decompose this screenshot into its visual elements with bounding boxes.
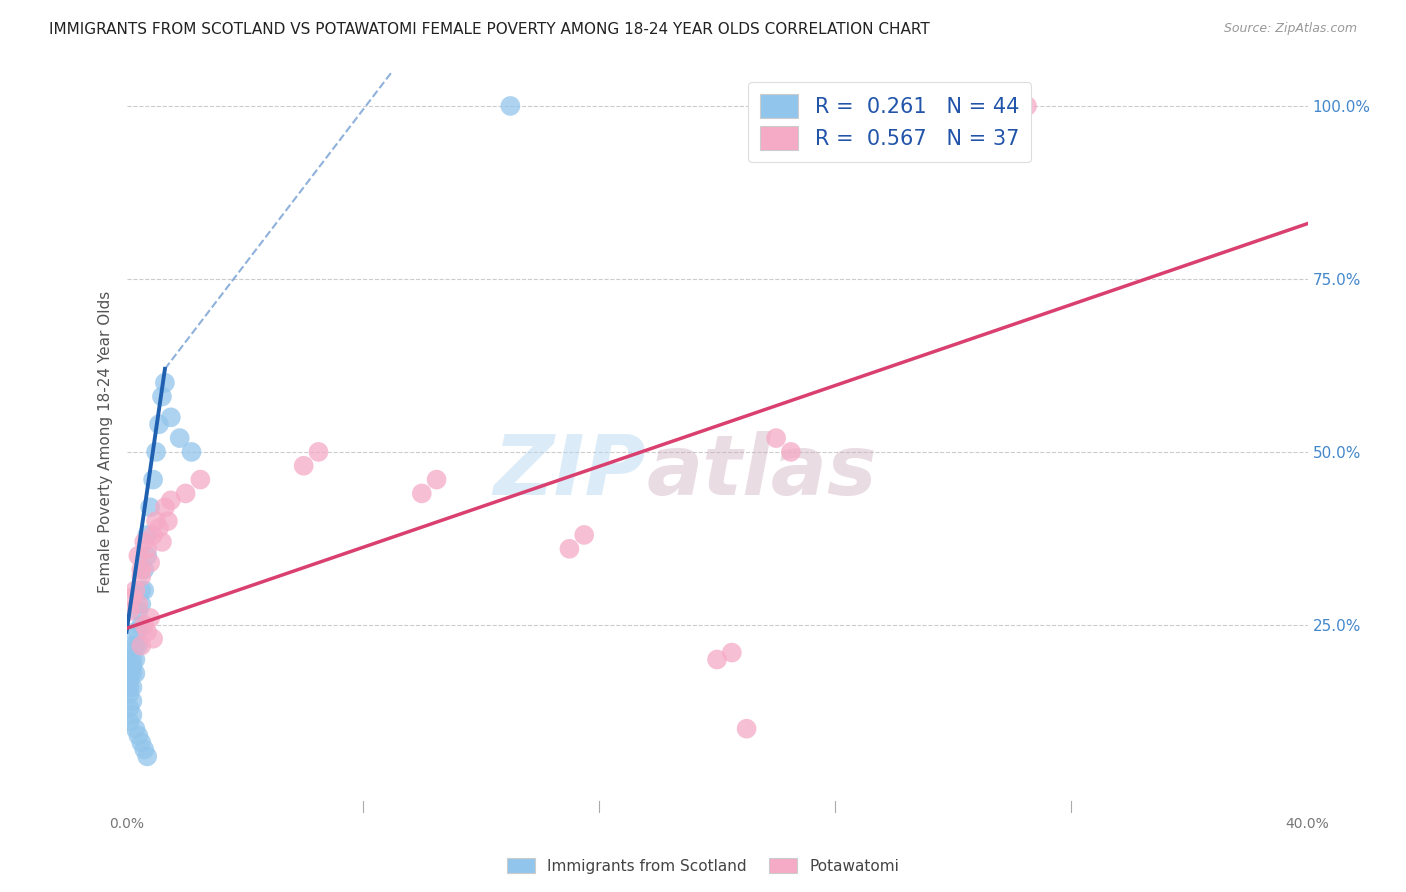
Point	[574, 528, 596, 542]
Point	[124, 583, 146, 598]
Point	[142, 632, 165, 646]
Point	[129, 569, 153, 583]
Point	[124, 639, 146, 653]
Point	[180, 445, 202, 459]
Point	[121, 666, 143, 681]
Point	[129, 618, 153, 632]
Point	[118, 666, 141, 681]
Point	[780, 445, 803, 459]
Point	[127, 549, 149, 563]
Point	[121, 591, 143, 605]
Legend: R =  0.261   N = 44, R =  0.567   N = 37: R = 0.261 N = 44, R = 0.567 N = 37	[748, 82, 1032, 162]
Point	[706, 652, 728, 666]
Point	[150, 534, 173, 549]
Point	[118, 652, 141, 666]
Point	[136, 749, 159, 764]
Point	[139, 611, 162, 625]
Point	[121, 707, 143, 722]
Point	[308, 445, 330, 459]
Text: ZIP: ZIP	[494, 431, 647, 512]
Point	[127, 639, 149, 653]
Y-axis label: Female Poverty Among 18-24 Year Olds: Female Poverty Among 18-24 Year Olds	[98, 291, 114, 592]
Point	[118, 687, 141, 701]
Point	[118, 701, 141, 715]
Point	[129, 583, 153, 598]
Point	[124, 624, 146, 639]
Point	[129, 735, 153, 749]
Point	[142, 528, 165, 542]
Point	[720, 646, 742, 660]
Text: atlas: atlas	[647, 431, 877, 512]
Point	[735, 722, 758, 736]
Point	[134, 742, 156, 756]
Point	[136, 541, 159, 556]
Point	[121, 639, 143, 653]
Point	[118, 680, 141, 694]
Point	[499, 99, 522, 113]
Point	[121, 680, 143, 694]
Point	[136, 624, 159, 639]
Point	[124, 652, 146, 666]
Point	[121, 659, 143, 673]
Point	[134, 563, 156, 577]
Point	[129, 597, 153, 611]
Point	[134, 534, 156, 549]
Point	[139, 556, 162, 570]
Point	[127, 729, 149, 743]
Point	[134, 583, 156, 598]
Point	[118, 659, 141, 673]
Point	[145, 445, 167, 459]
Point	[127, 604, 149, 618]
Point	[142, 473, 165, 487]
Point	[129, 639, 153, 653]
Point	[148, 417, 170, 432]
Point	[118, 673, 141, 688]
Point	[145, 514, 167, 528]
Point	[156, 514, 179, 528]
Point	[121, 652, 143, 666]
Point	[139, 500, 162, 515]
Point	[148, 521, 170, 535]
Point	[121, 694, 143, 708]
Point	[150, 390, 173, 404]
Legend: Immigrants from Scotland, Potawatomi: Immigrants from Scotland, Potawatomi	[501, 852, 905, 880]
Point	[127, 597, 149, 611]
Point	[1001, 99, 1024, 113]
Point	[118, 604, 141, 618]
Text: IMMIGRANTS FROM SCOTLAND VS POTAWATOMI FEMALE POVERTY AMONG 18-24 YEAR OLDS CORR: IMMIGRANTS FROM SCOTLAND VS POTAWATOMI F…	[49, 22, 929, 37]
Point	[127, 624, 149, 639]
Point	[174, 486, 197, 500]
Point	[425, 473, 447, 487]
Point	[136, 549, 159, 563]
Text: Source: ZipAtlas.com: Source: ZipAtlas.com	[1223, 22, 1357, 36]
Point	[153, 500, 176, 515]
Point	[292, 458, 315, 473]
Point	[153, 376, 176, 390]
Point	[558, 541, 581, 556]
Point	[160, 410, 183, 425]
Point	[136, 528, 159, 542]
Point	[124, 666, 146, 681]
Point	[160, 493, 183, 508]
Point	[124, 722, 146, 736]
Point	[188, 473, 212, 487]
Point	[129, 563, 153, 577]
Point	[118, 714, 141, 729]
Point	[169, 431, 191, 445]
Point	[134, 618, 156, 632]
Point	[765, 431, 787, 445]
Point	[1017, 99, 1039, 113]
Point	[411, 486, 433, 500]
